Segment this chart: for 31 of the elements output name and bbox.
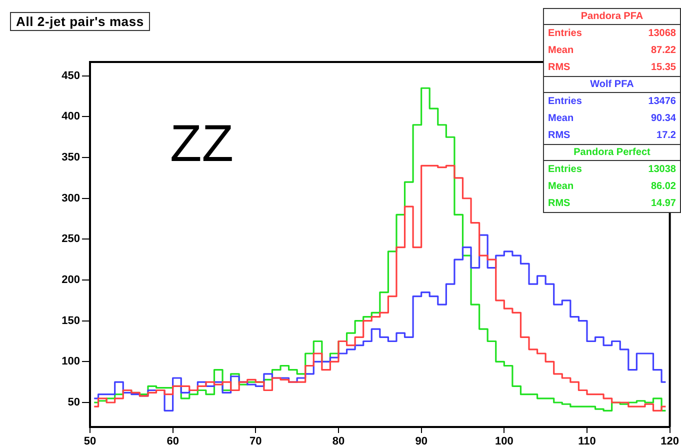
text: RMS 14.97 (548, 198, 676, 209)
y-tick-label: 350 (62, 152, 80, 164)
x-tick-label: 100 (494, 436, 514, 447)
text: RMS 17.2 (548, 130, 676, 141)
y-tick-label: 50 (68, 396, 80, 409)
y-tick-label: 200 (62, 274, 80, 286)
text: Mean 86.02 (548, 181, 676, 192)
annotation: ZZ (170, 115, 234, 173)
y-tick-label: 100 (62, 356, 80, 368)
text: Mean 90.34 (548, 113, 676, 124)
y-tick-label: 450 (62, 70, 80, 82)
text: Wolf PFA (544, 77, 680, 93)
y-tick-label: 400 (62, 110, 80, 123)
text: RMS 15.35 (548, 62, 676, 73)
chart-title: All 2-jet pair's mass (10, 12, 150, 31)
x-tick-label: 60 (166, 436, 179, 447)
text: Pandora PFA (544, 9, 680, 25)
y-tick-label: 150 (62, 314, 80, 327)
text: Mean 87.22 (548, 45, 676, 56)
text: Entries 13476 (548, 96, 676, 107)
y-tick-label: 250 (62, 233, 80, 246)
text: Entries 13068 (548, 28, 676, 39)
x-tick-label: 70 (250, 436, 262, 447)
x-tick-label: 80 (332, 436, 345, 447)
y-tick-label: 300 (62, 192, 80, 204)
text: Pandora Perfect (544, 145, 680, 161)
x-tick-label: 90 (415, 436, 428, 447)
x-tick-label: 120 (660, 436, 680, 447)
x-tick-label: 110 (578, 436, 596, 447)
x-tick-label: 50 (84, 436, 96, 447)
text: Entries 13038 (548, 164, 676, 175)
